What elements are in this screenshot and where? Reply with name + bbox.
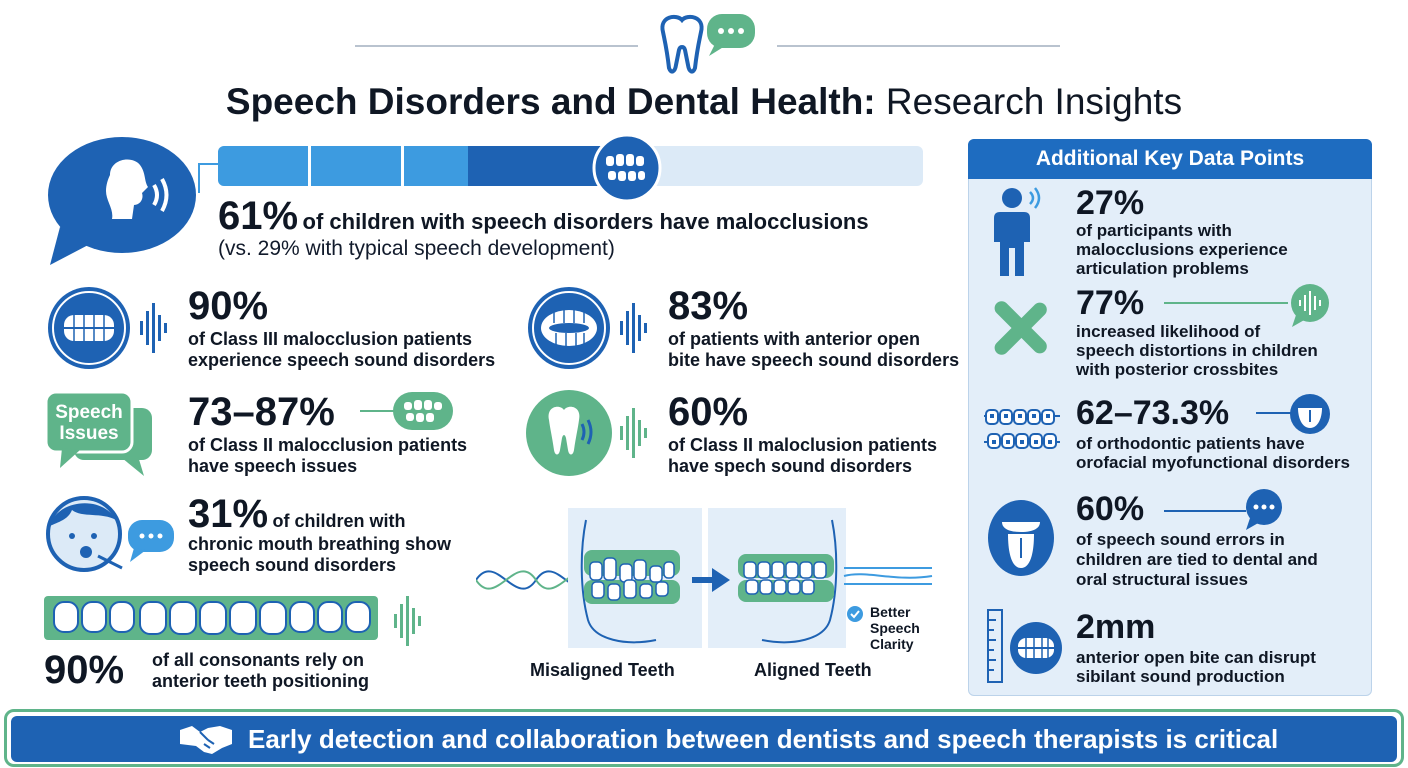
sound-bubble-icon — [1286, 283, 1334, 329]
panel-value: 27% — [1076, 184, 1145, 222]
hero-text: of children with speech disorders have m… — [302, 209, 869, 234]
aligned-label: Aligned Teeth — [754, 660, 872, 680]
crossbite-icon — [986, 294, 1054, 362]
stat-text: of all consonants rely on — [152, 650, 365, 670]
title-rule-left — [355, 45, 638, 47]
speech-bubble-icon — [44, 390, 156, 482]
stat-line: 31% of children with — [188, 494, 406, 534]
panel-text: increased likelihood of — [1076, 322, 1261, 341]
panel-text: malocclusions experience — [1076, 240, 1288, 259]
check-icon — [846, 605, 864, 623]
hero-stat: 61% of children with speech disorders ha… — [218, 196, 869, 236]
stat-text: anterior teeth positioning — [152, 671, 370, 691]
panel-text: speech distortions in children — [1076, 341, 1318, 360]
panel-value: 62–73.3% — [1076, 394, 1230, 432]
panel-text: sibilant sound production — [1076, 667, 1285, 686]
panel-text: orofacial myofunctional disorders — [1076, 453, 1350, 472]
stat-text: of patients with anterior open — [668, 329, 921, 349]
stat-value: 83% — [668, 284, 749, 328]
stat-text: of Class II maloclusion patients — [668, 435, 938, 455]
child-face-icon — [42, 490, 182, 580]
connector-line — [1256, 412, 1292, 414]
better-speech-label: Better Speech Clarity — [870, 604, 920, 652]
stat-value: 90% — [44, 648, 125, 692]
panel-text: of speech sound errors in — [1076, 530, 1285, 549]
teeth-icon — [592, 133, 662, 203]
connector-line — [1164, 302, 1288, 304]
stat-text: of children with — [272, 511, 406, 531]
head-speaking-icon — [40, 135, 200, 270]
stat-value: 90% — [188, 284, 269, 328]
check-line: Better — [870, 604, 911, 620]
bottom-banner — [11, 716, 1397, 762]
panel-text: articulation problems — [1076, 259, 1249, 278]
tooth-speech-icon — [655, 10, 759, 78]
banner-text: Early detection and collaboration betwee… — [248, 724, 1279, 754]
misaligned-teeth-illustration — [476, 500, 936, 660]
tooth-sound-icon — [524, 388, 664, 478]
panel-text: anterior open bite can disrupt — [1076, 648, 1316, 667]
handshake-icon — [178, 722, 234, 756]
stat-text: speech sound disorders — [188, 555, 397, 575]
title-rule-right — [777, 45, 1060, 47]
badge-line: Issues — [59, 423, 119, 444]
teeth-icon — [524, 285, 664, 375]
teeth-icon — [44, 285, 184, 375]
tongue-icon — [1288, 392, 1332, 436]
hero-percent: 61% — [218, 194, 299, 238]
speech-issues-badge: Speech Issues — [48, 402, 130, 444]
ruler-icon — [986, 608, 1066, 684]
stat-text: have spech sound disorders — [668, 456, 913, 476]
stat-text: bite have speech sound disorders — [668, 350, 960, 370]
page-title: Speech Disorders and Dental Health: Rese… — [0, 80, 1408, 124]
stat-text: chronic mouth breathing show — [188, 534, 452, 554]
stat-value: 31% — [188, 492, 269, 536]
panel-value: 60% — [1076, 490, 1145, 528]
check-line: Speech — [870, 620, 920, 636]
panel-value: 77% — [1076, 284, 1145, 322]
connector-line — [1164, 510, 1246, 512]
stat-text: experience speech sound disorders — [188, 350, 496, 370]
teeth-icon — [392, 391, 454, 431]
stat-text: of Class III malocclusion patients — [188, 329, 473, 349]
stat-text: of Class II malocclusion patients — [188, 435, 468, 455]
panel-text: with posterior crossbites — [1076, 360, 1279, 379]
teeth-row-icon — [44, 594, 444, 650]
panel-text: of orthodontic patients have — [1076, 434, 1305, 453]
person-icon — [994, 186, 1046, 278]
stat-text: have speech issues — [188, 456, 358, 476]
panel-value: 2mm — [1076, 608, 1156, 646]
speech-bubble-icon — [1240, 488, 1286, 532]
hero-sub: (vs. 29% with typical speech development… — [218, 237, 615, 260]
title-light: Research Insights — [885, 81, 1183, 122]
panel-text: oral structural issues — [1076, 570, 1248, 589]
panel-title: Additional Key Data Points — [968, 139, 1372, 179]
stat-value: 60% — [668, 390, 749, 434]
title-bold: Speech Disorders and Dental Health: — [225, 81, 876, 122]
panel-text: of participants with — [1076, 221, 1232, 240]
panel-text: children are tied to dental and — [1076, 550, 1318, 569]
braces-icon — [982, 406, 1062, 452]
misaligned-label: Misaligned Teeth — [530, 660, 675, 680]
stat-value: 73–87% — [188, 390, 335, 434]
connector-line — [360, 410, 400, 412]
hero-progress-bar — [218, 146, 923, 186]
tongue-icon — [986, 498, 1056, 578]
badge-line: Speech — [55, 402, 123, 423]
hero-connector — [198, 163, 220, 193]
check-line: Clarity — [870, 636, 914, 652]
